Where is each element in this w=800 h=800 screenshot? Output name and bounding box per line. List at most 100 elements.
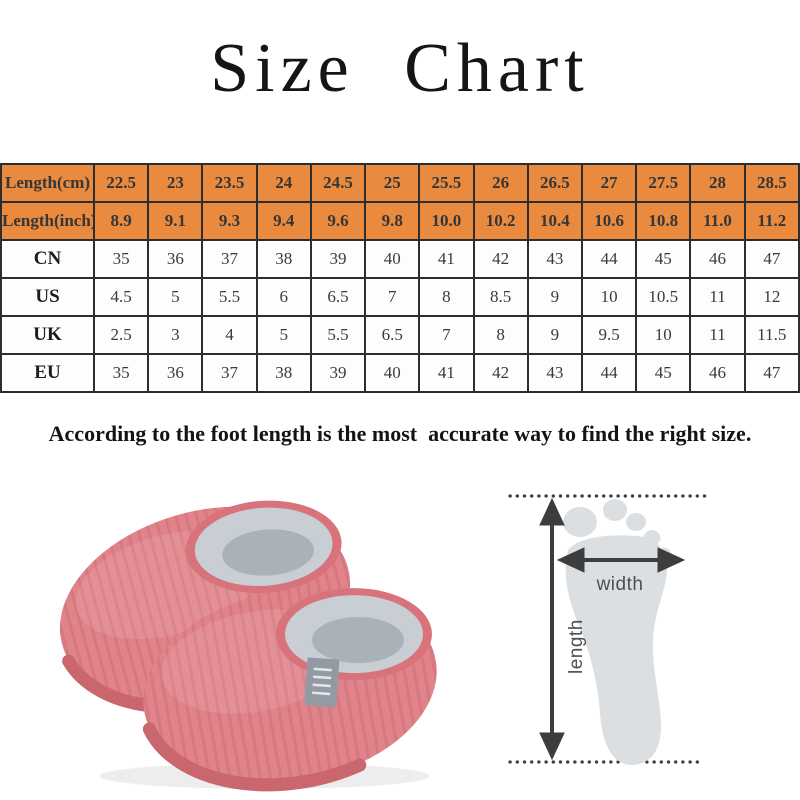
table-cell: 23.5 [201,163,258,203]
table-cell: 11.2 [743,201,800,241]
table-cell: 27 [580,163,638,203]
length-arrow-icon [539,497,565,761]
table-cell: 8.9 [92,201,150,241]
table-cell: 46 [689,239,746,279]
table-cell: 26 [472,163,529,203]
table-cell: 12 [743,277,800,317]
table-cell: 8 [472,315,529,355]
table-cell: 38 [255,353,312,393]
table-cell: 37 [201,353,258,393]
table-cell: 35 [92,353,150,393]
table-cell: 46 [689,353,746,393]
row-header-lengthinch: Length(inch) [0,201,95,241]
table-cell: 40 [364,239,421,279]
table-cell: 6.5 [364,315,421,355]
table-cell: 42 [472,239,529,279]
table-cell: 5.5 [201,277,258,317]
table-cell: 44 [580,353,638,393]
table-cell: 40 [364,353,421,393]
table-cell: 6 [255,277,312,317]
table-cell: 4 [201,315,258,355]
table-cell: 45 [635,239,692,279]
table-cell: 36 [147,239,204,279]
table-cell: 22.5 [92,163,150,203]
table-cell: 8 [418,277,475,317]
slipper-back-fur-opening [185,500,342,594]
table-cell: 10 [580,277,638,317]
table-cell: 43 [526,353,583,393]
table-cell: 11.0 [689,201,746,241]
table-cell: 9.6 [309,201,367,241]
table-cell: 38 [255,239,312,279]
row-header-eu: EU [0,353,95,393]
table-cell: 9.8 [364,201,421,241]
slippers-image [59,500,437,792]
row-header-uk: UK [0,315,95,355]
row-header-lengthcm: Length(cm) [0,163,95,203]
table-cell: 4.5 [92,277,150,317]
table-row: UK 2.5 3 4 5 5.5 6.5 7 8 9 9.5 10 11 11.5 [0,315,800,355]
table-cell: 45 [635,353,692,393]
table-cell: 5.5 [309,315,367,355]
slipper-front-fur-opening [275,588,432,681]
table-cell: 9.1 [147,201,204,241]
table-cell: 24.5 [309,163,367,203]
table-cell: 9 [526,315,583,355]
table-cell: 6.5 [309,277,367,317]
table-cell: 28 [689,163,746,203]
table-cell: 26.5 [526,163,583,203]
table-row: Length(cm) 22.5 23 23.5 24 24.5 25 25.5 26 26.5 27… [0,163,800,203]
slipper-back [59,500,351,714]
table-cell: 35 [92,239,150,279]
table-cell: 47 [743,353,800,393]
width-arrow-icon [556,547,686,573]
table-cell: 23 [147,163,204,203]
table-cell: 41 [418,353,475,393]
table-cell: 7 [364,277,421,317]
table-row: EU 35 36 37 38 39 40 41 42 43 44 45 46 47 [0,353,800,393]
table-cell: 37 [201,239,258,279]
width-label: width [596,574,644,595]
table-cell: 10.5 [635,277,692,317]
table-cell: 5 [255,315,312,355]
table-cell: 9 [526,277,583,317]
table-cell: 11 [689,315,746,355]
table-cell: 9.5 [580,315,638,355]
row-header-cn: CN [0,239,95,279]
foot-outline-icon [563,499,671,766]
table-cell: 10.6 [580,201,638,241]
table-cell: 24 [255,163,312,203]
table-cell: 9.3 [201,201,258,241]
row-header-us: US [0,277,95,317]
table-cell: 27.5 [635,163,692,203]
page-title: Size Chart [210,30,590,107]
table-cell: 9.4 [255,201,312,241]
table-cell: 10.0 [418,201,475,241]
table-row: Length(inch) 8.9 9.1 9.3 9.4 9.6 9.8 10.0 10.2 10… [0,201,800,241]
table-row: US 4.5 5 5.5 6 6.5 7 8 8.5 9 10 10.5 11 12 [0,277,800,317]
table-cell: 2.5 [92,315,150,355]
table-cell: 44 [580,239,638,279]
table-cell: 10.2 [472,201,529,241]
table-cell: 8.5 [472,277,529,317]
table-cell: 36 [147,353,204,393]
size-table: Length(cm) 22.5 23 23.5 24 24.5 25 25.5 26 26.5 27… [0,163,800,393]
table-cell: 42 [472,353,529,393]
table-cell: 5 [147,277,204,317]
table-row: CN 35 36 37 38 39 40 41 42 43 44 45 46 47 [0,239,800,279]
sizing-advice-note: According to the foot length is the most… [48,421,752,446]
table-cell: 41 [418,239,475,279]
table-cell: 10.4 [526,201,583,241]
table-cell: 39 [309,353,367,393]
table-cell: 10.8 [635,201,692,241]
table-cell: 7 [418,315,475,355]
foot-measure-diagram: width length [508,494,708,766]
table-cell: 25 [364,163,421,203]
table-cell: 39 [309,239,367,279]
table-cell: 47 [743,239,800,279]
size-table-body: Length(cm) 22.5 23 23.5 24 24.5 25 25.5 26 26.5 27… [0,163,800,393]
table-cell: 11 [689,277,746,317]
length-label: length [566,619,587,674]
slipper-front [142,588,437,792]
table-cell: 3 [147,315,204,355]
